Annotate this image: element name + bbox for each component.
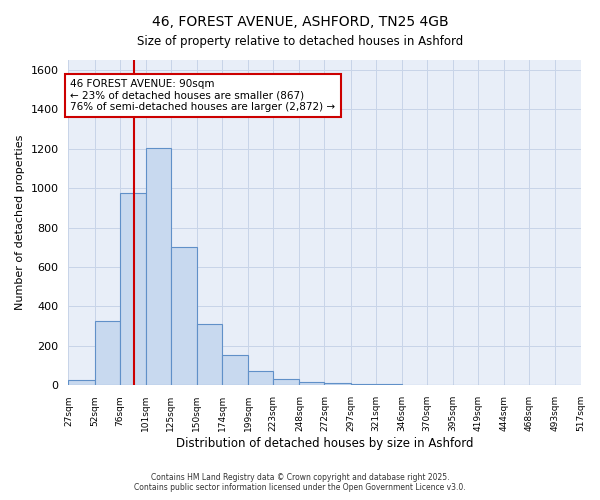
Bar — [68, 380, 95, 386]
Y-axis label: Number of detached properties: Number of detached properties — [15, 135, 25, 310]
Text: Contains HM Land Registry data © Crown copyright and database right 2025.
Contai: Contains HM Land Registry data © Crown c… — [134, 473, 466, 492]
Bar — [325, 383, 350, 386]
Bar — [350, 384, 376, 386]
Bar — [376, 384, 402, 386]
Bar — [95, 322, 119, 386]
Bar — [119, 193, 146, 386]
Bar — [248, 370, 273, 386]
Bar — [222, 355, 248, 386]
Bar — [171, 248, 197, 386]
Text: Size of property relative to detached houses in Ashford: Size of property relative to detached ho… — [137, 35, 463, 48]
Bar — [146, 148, 171, 386]
Bar — [299, 382, 325, 386]
Bar — [273, 380, 299, 386]
Bar — [402, 385, 427, 386]
Text: 46, FOREST AVENUE, ASHFORD, TN25 4GB: 46, FOREST AVENUE, ASHFORD, TN25 4GB — [152, 15, 448, 29]
X-axis label: Distribution of detached houses by size in Ashford: Distribution of detached houses by size … — [176, 437, 473, 450]
Text: 46 FOREST AVENUE: 90sqm
← 23% of detached houses are smaller (867)
76% of semi-d: 46 FOREST AVENUE: 90sqm ← 23% of detache… — [70, 78, 335, 112]
Bar — [197, 324, 222, 386]
